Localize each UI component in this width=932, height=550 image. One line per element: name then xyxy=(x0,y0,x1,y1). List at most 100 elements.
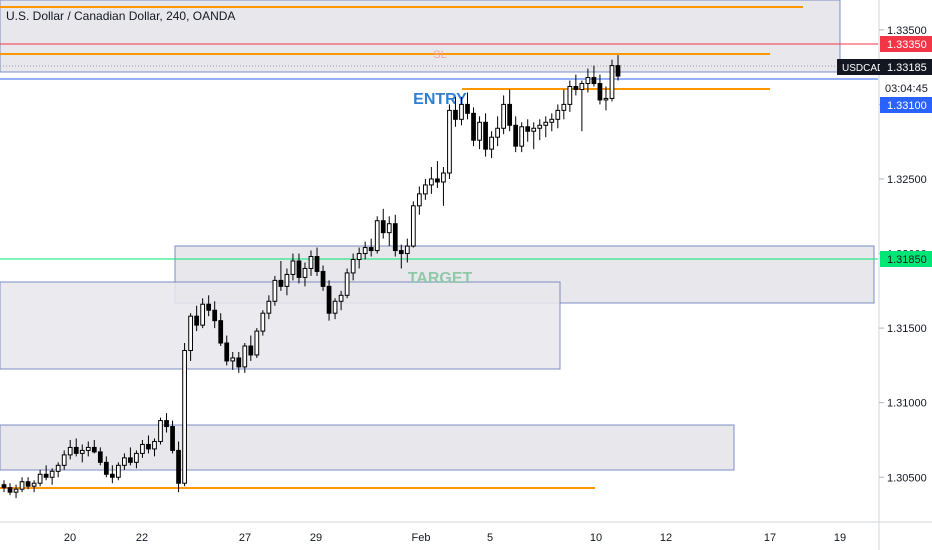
candle-body-down xyxy=(206,303,212,311)
candle-body-down xyxy=(73,446,79,454)
sl-price-tag-bg xyxy=(880,36,932,52)
candle xyxy=(549,113,555,132)
candle-body-up xyxy=(350,259,356,274)
candle-body-up xyxy=(242,345,248,368)
candle xyxy=(404,238,410,263)
sl-annotation[interactable]: SL xyxy=(433,49,446,61)
candle-body-up xyxy=(579,83,585,90)
candle-body-down xyxy=(194,315,199,326)
candle-body-up xyxy=(374,220,380,252)
candle xyxy=(278,261,284,291)
candle xyxy=(453,96,458,127)
candle-body-up xyxy=(603,97,609,101)
candle-body-down xyxy=(176,449,181,484)
time-axis-label: 5 xyxy=(487,532,493,544)
candle xyxy=(326,280,332,321)
candle xyxy=(441,167,446,206)
candle-body-up xyxy=(362,247,368,255)
candle xyxy=(194,305,199,332)
supply-zone-top[interactable] xyxy=(0,0,841,73)
drawn-lines xyxy=(0,6,878,489)
candle xyxy=(543,116,549,138)
candle xyxy=(314,247,320,276)
entry-price-tag: 1.33100 xyxy=(887,100,927,112)
candle xyxy=(344,268,350,299)
candle xyxy=(332,298,338,320)
candle-body-up xyxy=(49,470,55,478)
candle xyxy=(561,89,567,120)
candle-body-up xyxy=(404,245,410,255)
candle xyxy=(519,122,525,153)
candle xyxy=(459,96,464,126)
candle-body-down xyxy=(513,124,519,147)
candle-body-up xyxy=(134,452,139,463)
candle-body-down xyxy=(278,279,284,287)
target-annotation[interactable]: TARGET xyxy=(408,270,473,287)
countdown-tag-bg xyxy=(880,80,932,96)
candle xyxy=(585,68,591,93)
candle xyxy=(609,59,615,102)
candle xyxy=(489,131,494,159)
candle xyxy=(122,453,127,470)
candle-body-up xyxy=(85,446,91,451)
candle-body-up xyxy=(31,482,37,487)
candle-body-up xyxy=(501,103,506,129)
candle-body-down xyxy=(236,357,242,368)
candle-body-up xyxy=(260,312,266,332)
candle-body-down xyxy=(97,451,103,463)
candle-body-up xyxy=(19,481,25,490)
price-tags: 1.33350 USDCAD 1.33185 03:04:45 1.33100 … xyxy=(837,36,932,267)
candle xyxy=(380,208,386,239)
candle xyxy=(573,74,579,96)
candle xyxy=(7,483,13,496)
candle xyxy=(350,253,356,281)
candle xyxy=(158,417,163,445)
candle xyxy=(465,92,470,120)
candle-body-down xyxy=(597,83,603,101)
candle-body-up xyxy=(140,443,145,454)
candle-body-down xyxy=(392,223,398,252)
candle-body-up xyxy=(537,124,543,129)
candle-body-up xyxy=(410,205,416,247)
demand-zone-bottom[interactable] xyxy=(0,424,735,471)
candle xyxy=(495,116,500,147)
candle xyxy=(140,439,145,458)
candle-body-down xyxy=(453,109,458,120)
candle xyxy=(362,241,368,260)
candle-body-up xyxy=(200,303,206,326)
symbol-tag: USDCAD xyxy=(842,63,884,74)
candle-body-down xyxy=(326,285,332,314)
entry-annotation[interactable]: ENTRY xyxy=(413,91,467,108)
candle-body-down xyxy=(398,250,404,255)
time-axis[interactable]: 20 22 27 29 Feb 5 10 12 17 19 xyxy=(64,532,846,544)
candle-body-up xyxy=(429,178,434,186)
candle xyxy=(483,113,488,157)
price-axis-label: 1.33500 xyxy=(887,25,927,37)
candle xyxy=(284,268,290,296)
candle xyxy=(97,447,103,466)
candle xyxy=(230,351,236,370)
candle-body-up xyxy=(459,103,464,120)
demand-zone-middle[interactable] xyxy=(0,281,561,370)
candle xyxy=(597,74,603,105)
candle xyxy=(429,167,434,194)
candle-body-up xyxy=(447,109,452,174)
candle xyxy=(85,441,91,457)
candle xyxy=(477,116,482,150)
candle-body-down xyxy=(146,443,151,450)
candle xyxy=(555,104,561,129)
candle-body-up xyxy=(272,279,278,302)
candle xyxy=(128,447,133,466)
candle-body-up xyxy=(116,464,121,478)
candle xyxy=(182,343,187,487)
candle-body-up xyxy=(609,65,615,99)
candle xyxy=(392,214,398,257)
symbol-tag-bg xyxy=(837,59,880,75)
candle-body-down xyxy=(314,256,320,272)
candle-body-down xyxy=(248,345,254,356)
candle xyxy=(37,469,43,487)
candle-body-down xyxy=(91,446,97,453)
candle xyxy=(423,178,428,200)
candle xyxy=(537,119,543,141)
